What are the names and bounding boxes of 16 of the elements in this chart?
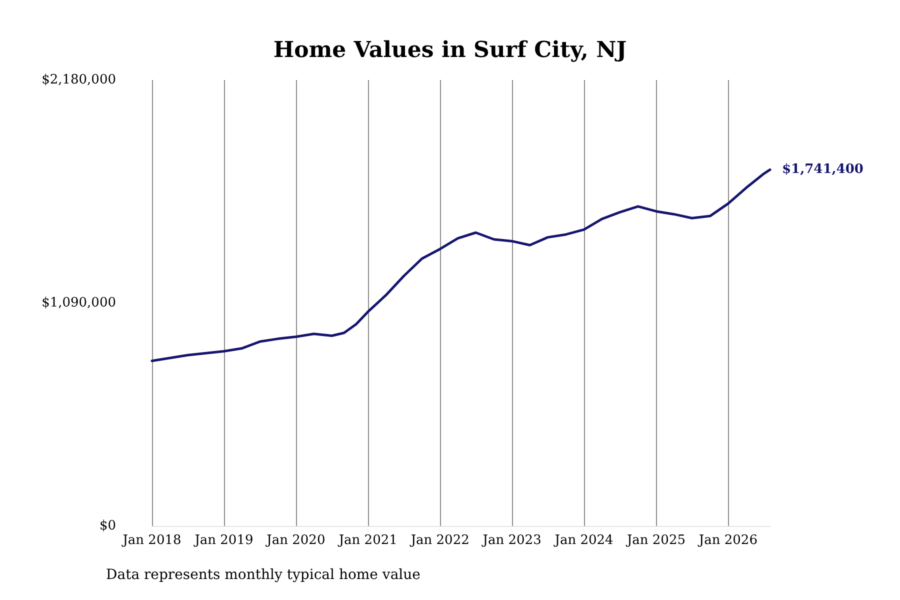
line-series [150,168,772,362]
x-tick-label: Jan 2020 [264,533,326,548]
x-tick-label: Jan 2025 [624,533,686,548]
chart-title: Home Values in Surf City, NJ [273,37,627,63]
x-tick-label: Jan 2021 [336,533,398,548]
text: Data represents monthly typical home value [106,567,420,583]
y-tick-label: $0 [99,518,116,534]
y-tick-label: $2,180,000 [42,72,116,88]
x-tick-label: Jan 2022 [408,533,470,548]
y-tick-label: $1,090,000 [42,296,116,310]
x-tick-label: Jan 2023 [480,533,542,548]
x-tick-label: Jan 2024 [552,533,614,548]
data-label: $1,741,400 [782,162,864,178]
x-tick-label: Jan 2019 [192,533,254,548]
x-tick-label: Jan 2018 [120,533,182,548]
x-tick-label: Jan 2026 [696,533,758,548]
